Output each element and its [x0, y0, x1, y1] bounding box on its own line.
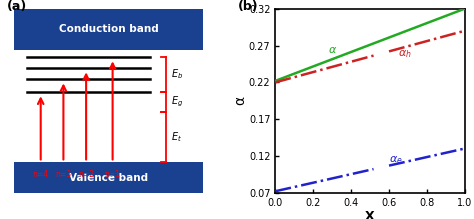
Text: $E_g$: $E_g$: [171, 94, 183, 109]
Text: $E_t$: $E_t$: [171, 130, 182, 144]
Text: $\alpha_e$: $\alpha_e$: [389, 154, 402, 166]
Text: (a): (a): [7, 0, 27, 12]
Text: $\alpha_h$: $\alpha_h$: [398, 48, 412, 60]
Text: n=1: n=1: [105, 170, 120, 179]
Text: Conduction band: Conduction band: [59, 25, 159, 34]
Text: $\alpha$: $\alpha$: [328, 45, 337, 55]
Text: Valence band: Valence band: [69, 173, 148, 183]
FancyBboxPatch shape: [14, 162, 203, 193]
Text: n=2: n=2: [78, 170, 94, 179]
FancyBboxPatch shape: [14, 9, 203, 50]
Text: (b): (b): [237, 0, 258, 12]
FancyBboxPatch shape: [14, 9, 203, 193]
Y-axis label: α: α: [233, 96, 247, 105]
FancyBboxPatch shape: [14, 50, 203, 162]
X-axis label: X: X: [365, 210, 375, 219]
Text: $E_b$: $E_b$: [171, 67, 183, 81]
Text: n=4: n=4: [33, 170, 49, 179]
Text: n=3: n=3: [55, 170, 72, 179]
